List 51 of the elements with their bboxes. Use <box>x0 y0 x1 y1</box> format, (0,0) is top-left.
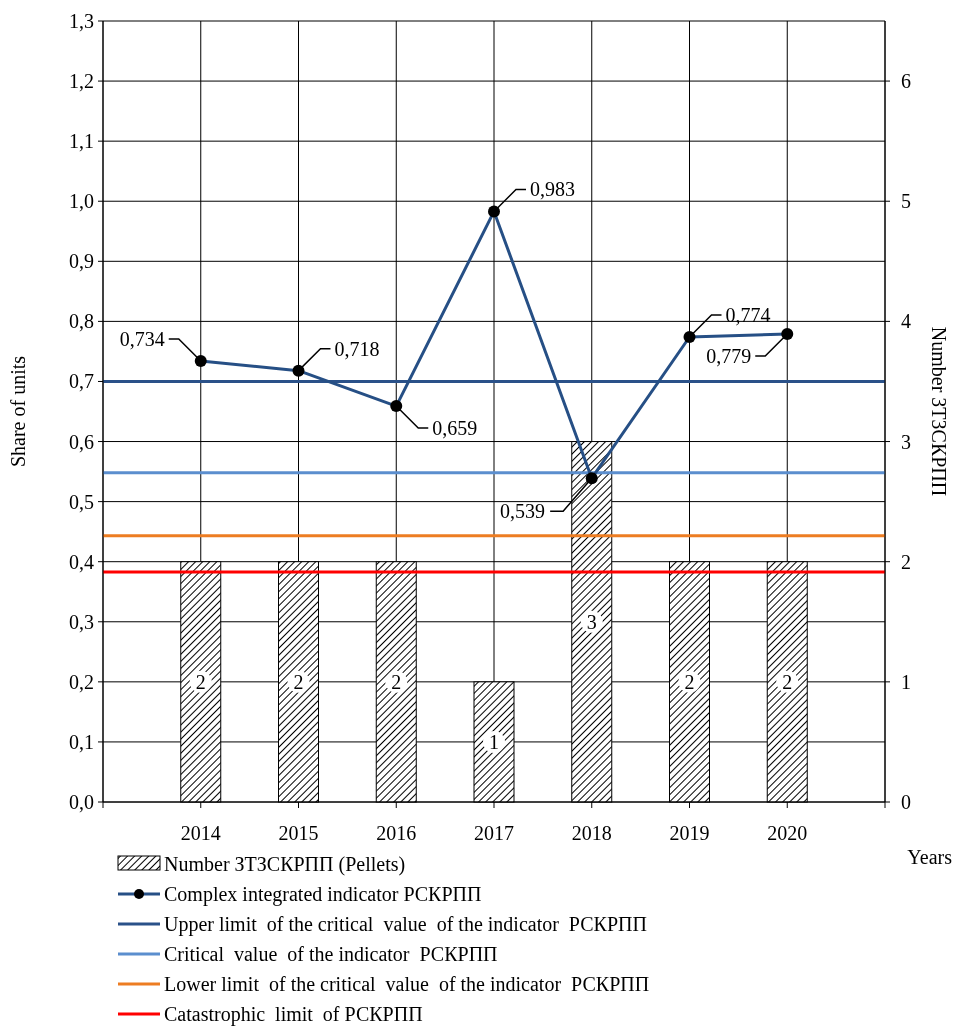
y2-tick-label: 2 <box>901 550 911 573</box>
data-label: 3 <box>586 610 597 633</box>
y-tick-label: 1,3 <box>69 10 94 32</box>
x-axis-title: Years <box>907 846 953 868</box>
legend-label: Critical value of the indicator РСКРПП <box>164 943 498 965</box>
y-tick-label: 0,3 <box>69 610 94 633</box>
y-tick-label: 0,5 <box>69 490 94 513</box>
legend-label: Complex integrated indicator РСКРПП <box>164 883 482 906</box>
legend-label: Number ЗТЗСКРПП (Pellets) <box>164 853 406 876</box>
y2-tick-label: 3 <box>901 430 911 453</box>
data-label: 0,659 <box>432 417 478 440</box>
x-tick-label: 2015 <box>278 822 319 844</box>
data-label: 0,774 <box>725 304 771 326</box>
y-tick-label: 0,7 <box>69 370 94 393</box>
y-tick-label: 0,8 <box>69 310 94 333</box>
x-tick-label: 2014 <box>180 822 221 844</box>
y2-tick-label: 1 <box>901 670 911 693</box>
y2-axis-title: Number ЗТЗСКРПП <box>928 326 950 497</box>
data-label: 0,539 <box>499 500 545 523</box>
y-tick-label: 1,2 <box>69 70 94 93</box>
y2-tick-label: 6 <box>901 70 911 93</box>
y-tick-label: 0,2 <box>69 670 94 693</box>
x-tick-label: 2019 <box>669 822 710 844</box>
y-tick-label: 0,4 <box>69 550 94 573</box>
legend-label: Lower limit of the critical value of the indicator РСКРПП <box>164 973 650 995</box>
y2-tick-label: 4 <box>901 310 911 333</box>
y-tick-label: 0,6 <box>69 430 94 453</box>
data-label: 0,718 <box>334 337 380 360</box>
y-tick-label: 1,0 <box>69 190 94 213</box>
y2-tick-label: 0 <box>901 791 911 813</box>
y-tick-label: 0,0 <box>69 791 94 813</box>
y-tick-label: 1,1 <box>69 130 94 153</box>
x-tick-label: 2018 <box>571 822 612 844</box>
data-label: 0,734 <box>119 328 165 351</box>
data-label: 2 <box>782 670 793 693</box>
data-label: 0,983 <box>530 178 575 201</box>
data-label: 2 <box>684 670 695 693</box>
legend-label: Catastrophic limit of РСКРПП <box>164 1003 423 1026</box>
data-label: 2 <box>293 670 304 693</box>
data-label: 0,779 <box>706 345 752 367</box>
data-label: 2 <box>391 670 402 693</box>
y-tick-label: 0,1 <box>69 730 94 753</box>
x-tick-label: 2017 <box>474 822 514 844</box>
data-label: 1 <box>489 730 499 753</box>
legend-label: Upper limit of the critical value of the indicator РСКРПП <box>164 913 647 936</box>
x-tick-label: 2016 <box>376 822 417 844</box>
data-label: 2 <box>195 670 206 693</box>
y-tick-label: 0,9 <box>69 250 94 273</box>
y2-tick-label: 5 <box>901 190 911 213</box>
y-axis-title: Share of units <box>7 355 29 468</box>
x-tick-label: 2020 <box>767 822 808 844</box>
